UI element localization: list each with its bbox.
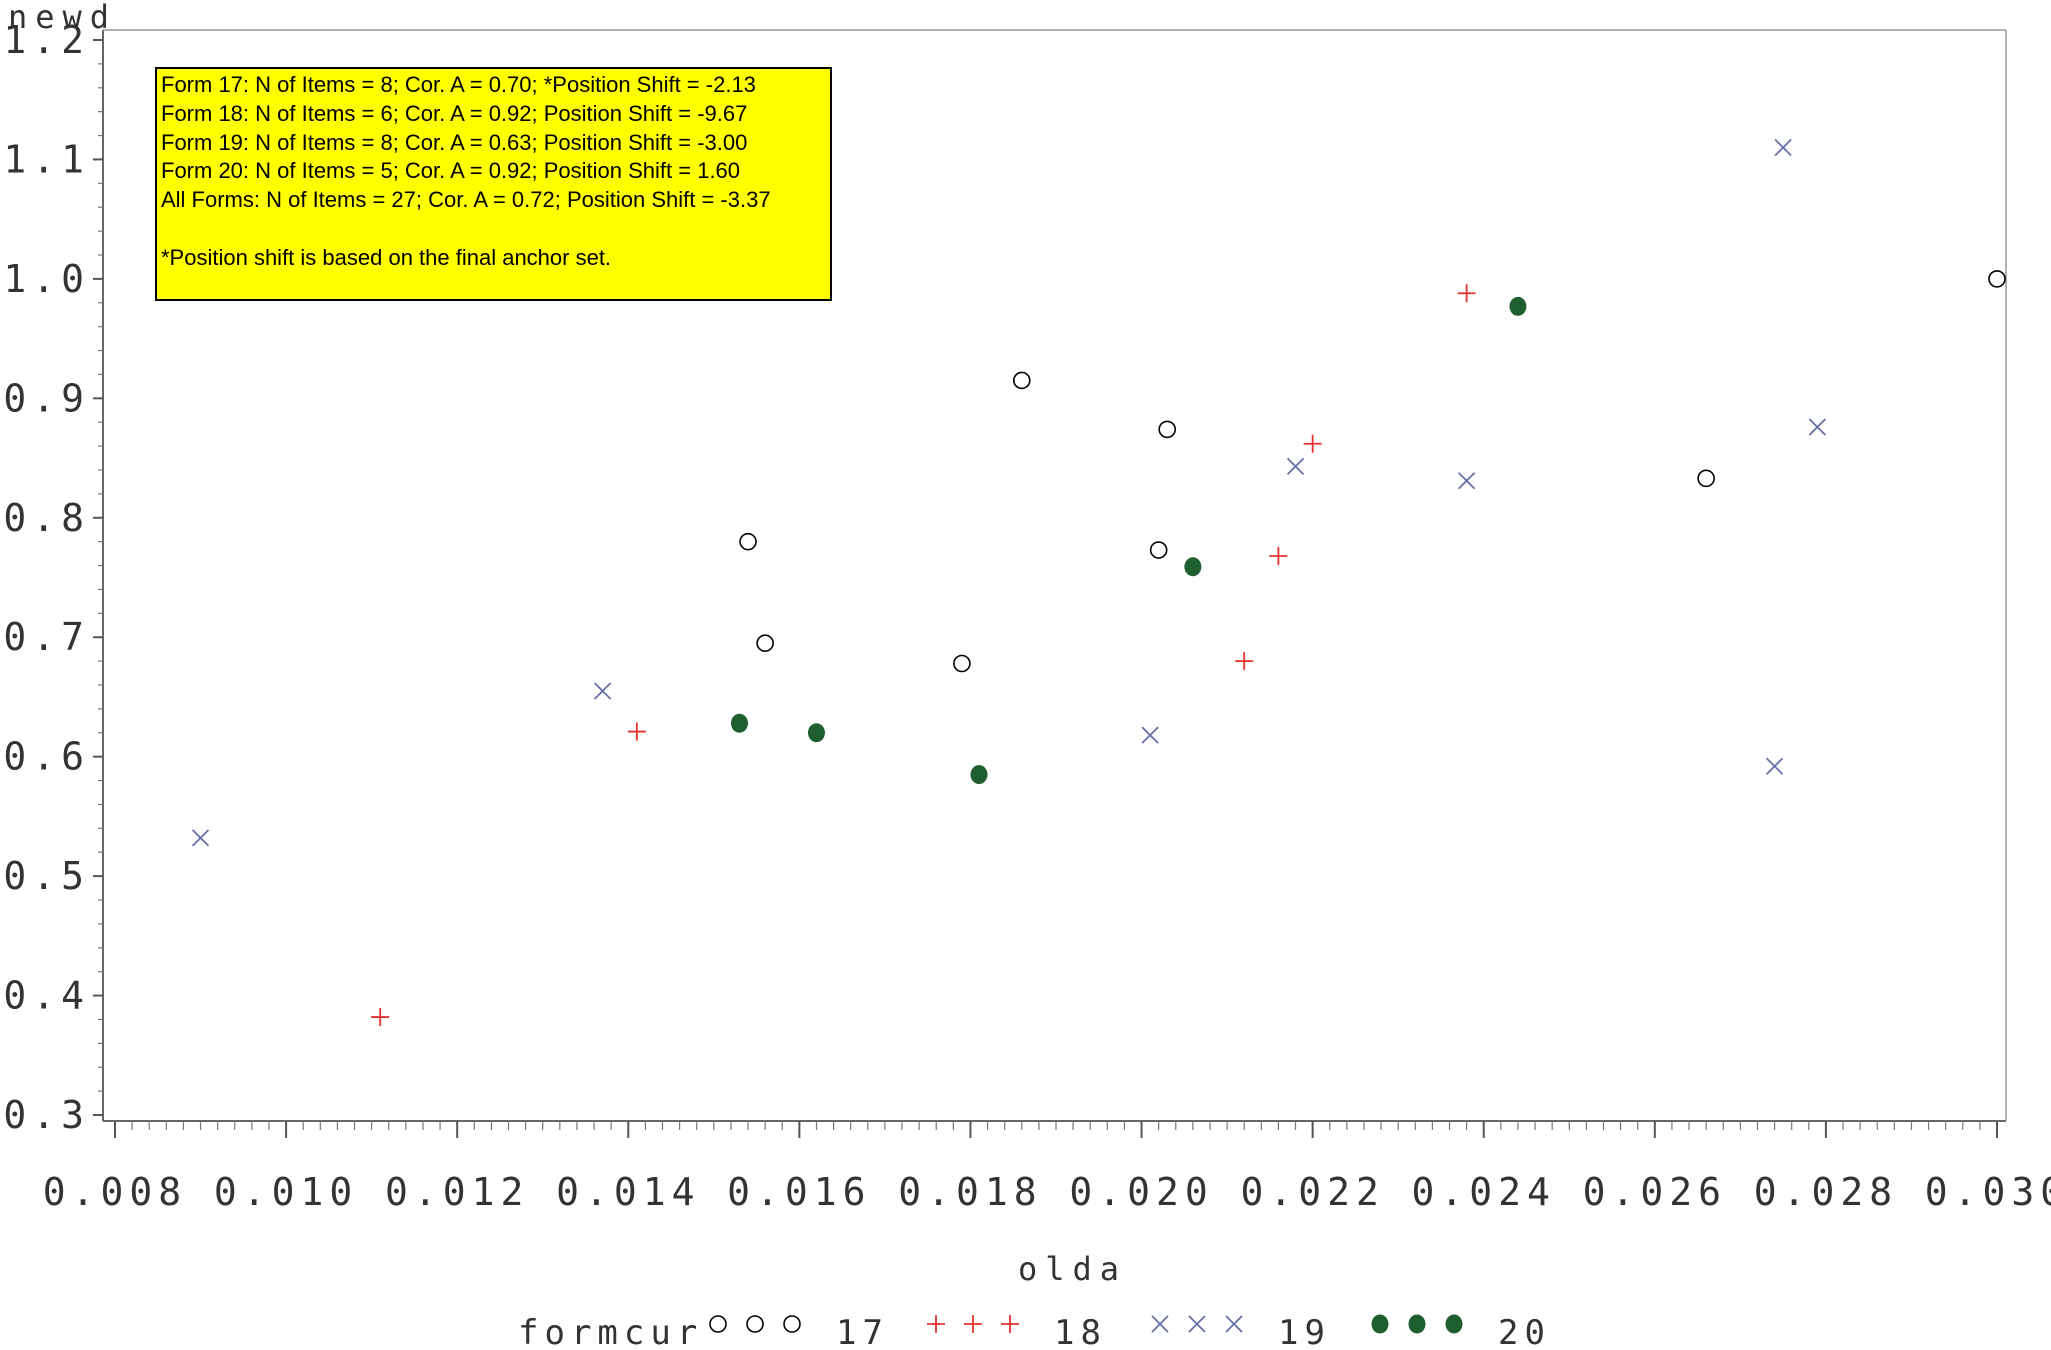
info-line-form-17: Form 17: N of Items = 8; Cor. A = 0.70; … <box>161 72 756 97</box>
x-tick-label: 0.018 <box>898 1170 1042 1214</box>
data-point-form-18 <box>1269 547 1288 565</box>
form-statistics-box: Form 17: N of Items = 8; Cor. A = 0.70; … <box>155 67 832 301</box>
legend-title: formcur <box>518 1313 703 1350</box>
x-tick-label: 0.030 <box>1925 1170 2051 1214</box>
y-axis: 0.3 0.4 0.5 0.6 0.7 0.8 0.9 1.0 1.1 1.2 <box>3 18 103 1137</box>
y-tick-label: 0.4 <box>3 974 90 1018</box>
data-point-form-20 <box>807 723 825 743</box>
x-tick-label: 0.010 <box>214 1170 358 1214</box>
data-point-form-17 <box>739 532 757 551</box>
legend-marker-form-17 <box>709 1315 727 1333</box>
x-tick-label: 0.020 <box>1069 1170 1213 1214</box>
info-line-form-20: Form 20: N of Items = 5; Cor. A = 0.92; … <box>161 158 741 184</box>
data-point-form-19 <box>191 829 210 847</box>
legend-marker-form-20 <box>1445 1314 1463 1334</box>
y-tick-label: 0.9 <box>3 376 90 420</box>
data-point-form-18 <box>371 1008 390 1027</box>
info-line-form-18: Form 18: N of Items = 6; Cor. A = 0.92; … <box>161 100 748 126</box>
data-point-form-20 <box>730 713 748 733</box>
x-axis: 0.008 0.010 0.012 0.014 0.016 0.018 0.020 0.022… <box>43 1121 2051 1214</box>
y-tick-label: 1.2 <box>3 18 90 62</box>
legend-marker-form-18 <box>964 1315 982 1333</box>
x-tick-label: 0.024 <box>1412 1170 1556 1214</box>
data-point-form-17 <box>1988 270 2006 288</box>
data-point-form-19 <box>1808 418 1826 436</box>
y-tick-label: 0.5 <box>3 854 90 898</box>
x-tick-label: 0.028 <box>1754 1170 1898 1214</box>
legend-label-form-17: 17 <box>836 1313 889 1350</box>
data-point-form-18 <box>1457 284 1476 303</box>
x-tick-label: 0.008 <box>43 1170 187 1214</box>
legend-marker-form-19 <box>1225 1315 1243 1333</box>
y-tick-label: 0.6 <box>3 735 90 779</box>
x-tick-label: 0.016 <box>727 1170 871 1214</box>
data-points <box>191 138 2006 1027</box>
legend-label-form-19: 19 <box>1278 1313 1331 1350</box>
y-tick-label: 1.0 <box>3 257 90 301</box>
y-tick-label: 0.7 <box>3 615 90 659</box>
data-point-form-19 <box>1765 757 1784 775</box>
data-point-form-18 <box>1235 652 1254 671</box>
legend-marker-form-20 <box>1408 1314 1426 1334</box>
legend-label-form-18: 18 <box>1054 1313 1107 1350</box>
data-point-form-19 <box>1286 457 1305 476</box>
info-line-form-19: Form 19: N of Items = 8; Cor. A = 0.63; … <box>161 129 748 155</box>
data-point-form-19 <box>593 682 612 700</box>
legend-label-form-20: 20 <box>1498 1313 1551 1350</box>
legend-marker-form-17 <box>783 1315 801 1333</box>
info-line-all-forms: All Forms: N of Items = 27; Cor. A = 0.7… <box>161 187 771 213</box>
y-axis-title: newd <box>8 0 117 36</box>
data-point-form-17 <box>1158 420 1177 439</box>
y-tick-label: 0.8 <box>3 496 90 540</box>
data-point-form-17 <box>1697 469 1715 488</box>
data-point-form-17 <box>953 654 971 673</box>
legend-marker-form-18 <box>1001 1315 1019 1333</box>
x-tick-label: 0.012 <box>385 1170 529 1214</box>
legend-marker-form-19 <box>1188 1315 1206 1333</box>
legend-marker-form-19 <box>1151 1315 1169 1333</box>
legend-marker-form-18 <box>927 1315 945 1333</box>
x-tick-label: 0.022 <box>1240 1170 1384 1214</box>
legend-marker-form-20 <box>1371 1314 1389 1334</box>
data-point-form-19 <box>1774 138 1792 157</box>
data-point-form-17 <box>1149 541 1168 559</box>
y-tick-label: 1.1 <box>3 137 90 181</box>
legend-marker-form-17 <box>746 1315 764 1333</box>
x-axis-title: olda <box>1018 1250 1127 1288</box>
data-point-form-20 <box>1509 296 1527 316</box>
info-line-spacer <box>161 215 826 244</box>
y-tick-label: 0.3 <box>3 1093 90 1137</box>
data-point-form-19 <box>1457 472 1476 490</box>
info-footnote: *Position shift is based on the final an… <box>161 244 612 270</box>
data-point-form-20 <box>1184 557 1202 577</box>
data-point-form-17 <box>1012 371 1031 390</box>
x-tick-label: 0.014 <box>556 1170 700 1214</box>
x-tick-label: 0.026 <box>1583 1170 1727 1214</box>
data-point-form-20 <box>970 765 988 785</box>
legend: formcur 17 18 19 20 <box>518 1313 1551 1350</box>
data-point-form-17 <box>756 634 774 652</box>
data-point-form-18 <box>627 722 646 741</box>
data-point-form-18 <box>1303 434 1322 453</box>
data-point-form-19 <box>1141 726 1159 744</box>
